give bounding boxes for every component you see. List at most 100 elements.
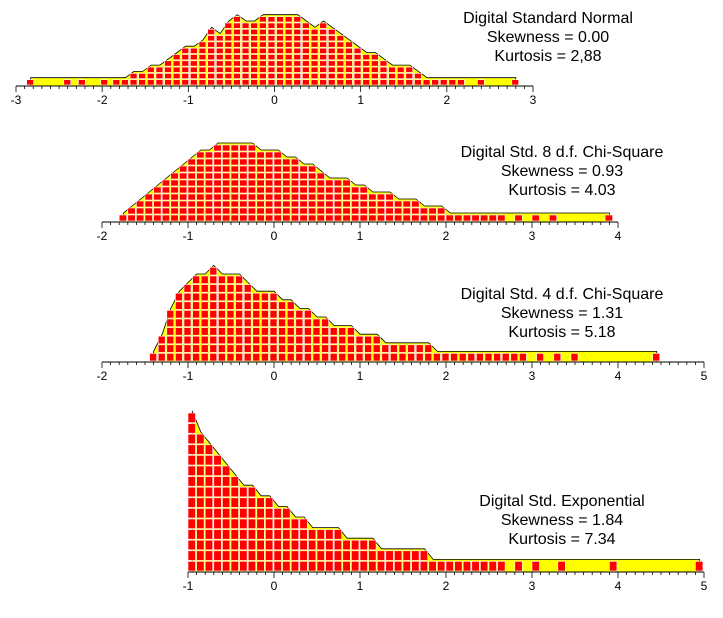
bin-cell [327,54,336,61]
bin-cell [347,344,355,353]
bin-cell [345,54,353,61]
bin-cell [394,550,403,561]
bin-cell [222,518,231,529]
tick-label: 2 [443,579,450,593]
bin-cell [269,310,278,319]
bin-cell [239,214,248,222]
bin-cell [325,179,334,187]
bin-cell [235,310,243,319]
bin-cell [282,214,291,222]
bin-cell [267,22,276,29]
bin-cell [183,292,192,302]
bin-cell [181,66,190,73]
bin-cell [256,151,265,159]
bin-cell [181,73,190,80]
bin-cell [200,327,209,336]
bin-cell [290,158,300,166]
bin-cell [276,73,284,80]
bin-cell [222,179,231,187]
bin-cell [319,79,327,86]
bin-cell [457,79,465,86]
bin-cell [100,79,109,86]
bin-cell [222,172,231,180]
bin-cell [224,79,233,86]
bin-cell [282,550,291,561]
bin-cell [276,41,284,48]
bin-cell [405,73,413,80]
bin-cell [179,207,188,215]
bin-cell [265,200,274,208]
bin-cell [497,214,506,222]
bin-cell [157,344,166,353]
bin-cell [224,35,233,42]
bin-cell [269,292,278,302]
bin-cell [531,214,540,222]
panel-4-title: Digital Std. Exponential [479,493,645,510]
bin-cell [247,200,256,208]
bin-cell [652,353,661,362]
bin-cell [259,54,267,61]
tick-label: 3 [530,93,537,107]
bin-cell [247,214,256,222]
bin-cell [353,47,362,54]
bin-cell [172,66,181,73]
bin-cell [278,344,286,353]
bin-cell [338,327,347,336]
tick-label: 4 [615,579,622,593]
panel-3-title: Digital Std. 4 d.f. Chi-Square [460,286,664,303]
bin-cell [286,353,295,362]
bin-cell [333,186,343,194]
bin-cell [424,344,433,353]
bin-cell [209,275,218,284]
bin-cell [243,344,252,353]
bin-cell [333,539,343,551]
bin-cell [333,529,343,540]
bin-cell [235,327,243,336]
bin-cell [230,207,239,215]
bin-cell [284,28,293,35]
bin-cell [241,47,250,54]
bin-cell [216,35,224,42]
bin-cell [250,47,258,54]
bin-cell [200,344,209,353]
bin-cell [353,60,362,67]
bin-cell [327,28,336,35]
bin-cell [310,41,319,48]
bin-cell [321,318,329,327]
bin-cell [196,561,205,572]
bin-cell [230,193,239,201]
bin-cell [415,353,424,362]
bin-cell [269,301,278,310]
bin-cell [175,318,183,327]
bin-cell [233,79,241,86]
bin-cell [204,539,213,551]
bin-cell [252,353,261,362]
bin-cell [299,200,308,208]
bin-cell [310,35,319,42]
bin-cell [278,310,286,319]
bin-cell [321,353,329,362]
bin-cell [293,66,301,73]
bin-cell [342,214,351,222]
bin-cell [222,508,231,519]
bin-cell [265,214,274,222]
bin-cell [121,79,129,86]
bin-cell [198,47,207,54]
bin-cell [198,54,207,61]
bin-cell [265,193,274,201]
bin-cell [428,207,437,215]
bin-cell [147,73,155,80]
bin-cell [333,550,343,561]
bin-cell [511,79,519,86]
bin-cell [218,275,226,284]
bin-cell [153,207,162,215]
bin-cell [267,16,276,23]
bin-cell [239,193,248,201]
bin-cell [362,60,370,67]
bin-cell [273,193,282,201]
bin-cell [284,47,293,54]
bin-cell [273,508,282,519]
tick-label: 1 [357,229,364,243]
bin-cell [224,28,233,35]
bin-cell [222,207,231,215]
